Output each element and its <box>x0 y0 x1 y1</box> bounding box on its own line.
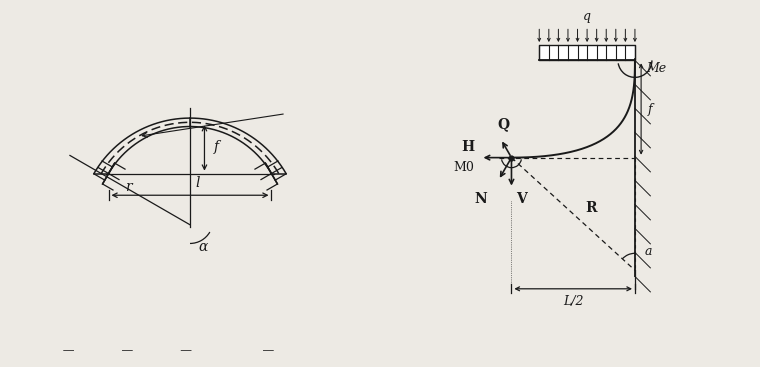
Text: V: V <box>516 192 527 206</box>
Text: R: R <box>585 201 597 215</box>
Text: N: N <box>474 192 487 206</box>
Polygon shape <box>540 45 635 61</box>
Text: a: a <box>644 245 651 258</box>
Text: α: α <box>198 240 208 254</box>
Text: r: r <box>125 180 132 195</box>
Text: f—矢高；l—跨度；r—圆弧半径；α—半弧心角: f—矢高；l—跨度；r—圆弧半径；α—半弧心角 <box>51 350 321 355</box>
Text: Me: Me <box>646 62 666 75</box>
Text: M0: M0 <box>454 161 474 174</box>
Text: l: l <box>195 177 199 190</box>
Text: q: q <box>583 10 591 23</box>
Text: H: H <box>461 140 474 154</box>
Text: 拱轴线: 拱轴线 <box>142 111 321 137</box>
Text: f: f <box>648 102 652 116</box>
Text: L/2: L/2 <box>563 295 584 308</box>
Text: f: f <box>214 140 219 154</box>
Text: Q: Q <box>498 117 510 131</box>
